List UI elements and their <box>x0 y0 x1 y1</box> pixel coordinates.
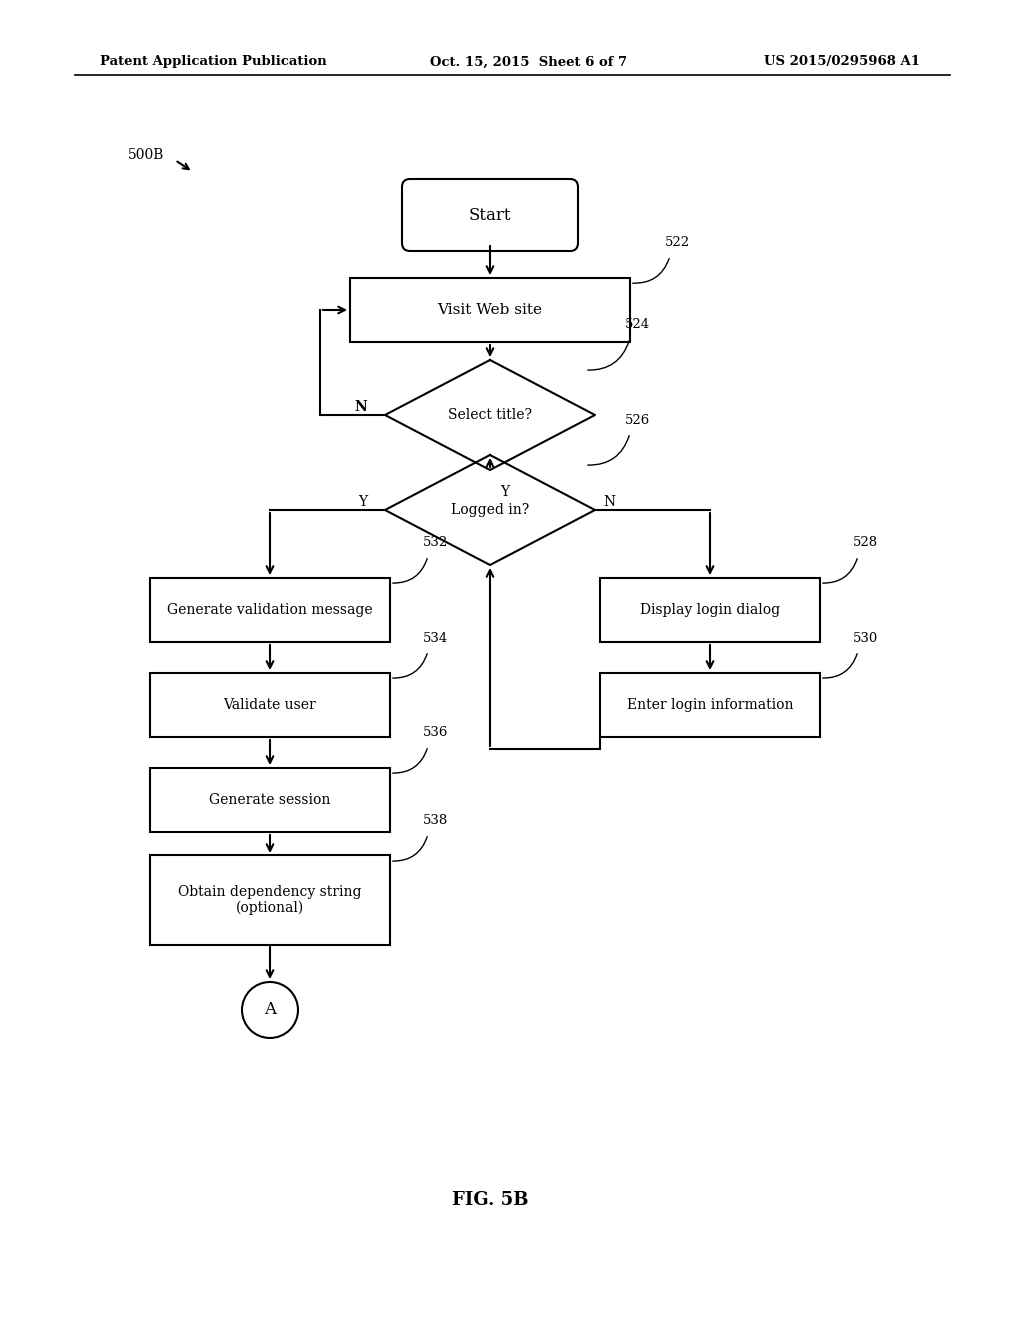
Text: Obtain dependency string
(optional): Obtain dependency string (optional) <box>178 884 361 915</box>
Text: FIG. 5B: FIG. 5B <box>452 1191 528 1209</box>
Text: 522: 522 <box>665 236 690 249</box>
Text: A: A <box>264 1002 276 1019</box>
Bar <box>150 855 390 945</box>
Text: N: N <box>603 495 615 510</box>
Text: Generate session: Generate session <box>209 793 331 807</box>
Text: Y: Y <box>500 484 509 499</box>
Circle shape <box>242 982 298 1038</box>
Text: 526: 526 <box>625 413 650 426</box>
Bar <box>600 673 820 737</box>
Text: Oct. 15, 2015  Sheet 6 of 7: Oct. 15, 2015 Sheet 6 of 7 <box>430 55 627 69</box>
Text: 530: 530 <box>853 631 879 644</box>
Text: N: N <box>354 400 367 414</box>
Text: Display login dialog: Display login dialog <box>640 603 780 616</box>
Text: 524: 524 <box>625 318 650 331</box>
Text: Generate validation message: Generate validation message <box>167 603 373 616</box>
Text: Patent Application Publication: Patent Application Publication <box>100 55 327 69</box>
Text: US 2015/0295968 A1: US 2015/0295968 A1 <box>764 55 920 69</box>
Polygon shape <box>385 360 595 470</box>
Text: 536: 536 <box>423 726 449 739</box>
Text: 528: 528 <box>853 536 879 549</box>
Polygon shape <box>385 455 595 565</box>
Text: Visit Web site: Visit Web site <box>437 304 543 317</box>
FancyBboxPatch shape <box>402 180 578 251</box>
Text: Validate user: Validate user <box>223 698 316 711</box>
Text: 532: 532 <box>423 536 449 549</box>
Text: Start: Start <box>469 206 511 223</box>
Text: Y: Y <box>357 495 367 510</box>
Text: Select title?: Select title? <box>449 408 532 422</box>
Bar <box>150 768 390 832</box>
Text: 538: 538 <box>423 814 449 828</box>
Text: Enter login information: Enter login information <box>627 698 794 711</box>
Text: 534: 534 <box>423 631 449 644</box>
Bar <box>350 279 630 342</box>
Bar <box>600 578 820 642</box>
Bar <box>150 578 390 642</box>
Text: Logged in?: Logged in? <box>451 503 529 517</box>
Bar <box>150 673 390 737</box>
Text: 500B: 500B <box>128 148 165 162</box>
